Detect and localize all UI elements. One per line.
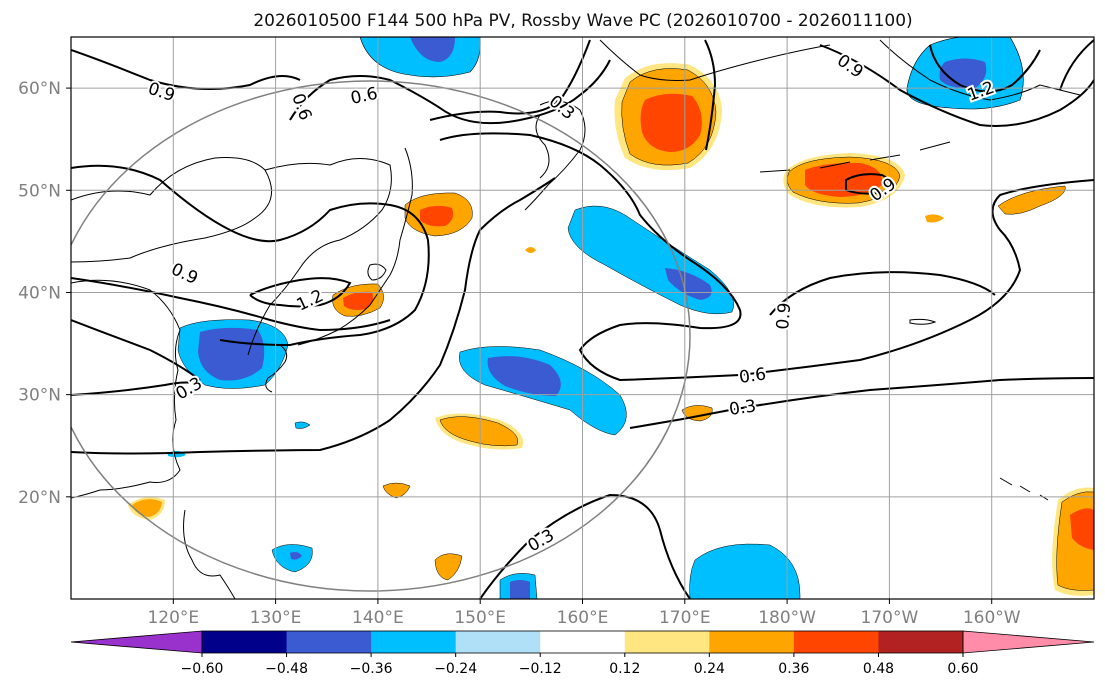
colorbar-segment xyxy=(793,631,879,653)
colorbar-frame xyxy=(201,630,964,654)
colorbar-segment xyxy=(455,631,541,653)
lat-tick-label: 40°N xyxy=(18,283,61,303)
tick-marks xyxy=(66,87,993,604)
contour-0.3-north xyxy=(429,39,591,121)
lat-tick-label: 50°N xyxy=(18,181,61,201)
contour-0.9-west xyxy=(71,277,391,332)
colorbar-label: −0.12 xyxy=(519,661,562,677)
colorbar-label: 0.12 xyxy=(609,661,640,677)
lon-tick-label: 130°E xyxy=(250,608,302,628)
longitude-labels: 120°E 130°E 140°E 150°E 160°E 170°E 180°W 170°W… xyxy=(147,608,1020,628)
lat-tick-label: 60°N xyxy=(18,79,61,99)
gridlines xyxy=(71,37,1094,599)
contour-0.9-ne xyxy=(819,44,1094,127)
lat-tick-label: 20°N xyxy=(18,488,61,508)
rossby-wave-domain-circle xyxy=(71,80,691,592)
contour-0.9-main xyxy=(71,164,430,347)
lat-tick-label: 30°N xyxy=(18,386,61,406)
lon-tick-label: 160°W xyxy=(963,608,1021,628)
colorbar-segment xyxy=(709,631,795,653)
colorbar-segment xyxy=(878,631,964,653)
latitude-labels: 60°N 50°N 40°N 30°N 20°N xyxy=(18,79,61,508)
colorbar-arrow-low xyxy=(70,630,203,654)
map-title: 2026010500 F144 500 hPa PV, Rossby Wave … xyxy=(253,11,912,31)
anomaly-neg-south-east xyxy=(689,543,801,599)
colorbar-segment xyxy=(624,631,710,653)
colorbar-segment xyxy=(371,631,457,653)
colorbar-label: −0.36 xyxy=(350,661,393,677)
lon-tick-label: 170°W xyxy=(861,608,919,628)
contour-label: 0.6 xyxy=(738,364,768,388)
colorbar-label: −0.60 xyxy=(181,661,224,677)
lon-tick-label: 170°E xyxy=(659,608,711,628)
map-area: 0.9 0.6 0.6 0.3 0.9 0.9 1.2 0.9 1.2 0.3 … xyxy=(71,37,1094,599)
colorbar-label: 0.48 xyxy=(863,661,894,677)
contour-label: 0.3 xyxy=(728,396,758,420)
colorbar: −0.60 −0.48 −0.36 −0.24 −0.12 0.12 0.24 0.36 0.4… xyxy=(70,630,1095,677)
lon-tick-label: 150°E xyxy=(454,608,506,628)
colorbar-label: 0.24 xyxy=(694,661,725,677)
colorbar-segment xyxy=(286,631,372,653)
contour-1.2-japan xyxy=(249,277,352,308)
contour-0.3-tropical xyxy=(479,493,691,599)
contour-1.2-ne xyxy=(929,44,1041,93)
contour-east-loop xyxy=(1059,39,1094,91)
contour-0.9-east xyxy=(704,39,717,151)
lon-tick-label: 120°E xyxy=(147,608,199,628)
colorbar-segment xyxy=(202,631,288,653)
contour-0.6-west xyxy=(71,319,201,381)
lon-tick-label: 140°E xyxy=(352,608,404,628)
colorbar-label: −0.48 xyxy=(265,661,308,677)
contour-0.6-north xyxy=(289,59,611,125)
colorbar-label: −0.24 xyxy=(434,661,477,677)
contour-0.3-west xyxy=(71,381,201,396)
colorbar-segment xyxy=(540,631,626,653)
colorbar-label: 0.60 xyxy=(947,661,978,677)
lon-tick-label: 180°W xyxy=(758,608,816,628)
contour-0.6-main xyxy=(439,132,1094,382)
contour-0.3-south xyxy=(629,377,1094,429)
contour-0.9-aleutian xyxy=(845,173,893,195)
colorbar-label: 0.36 xyxy=(778,661,809,677)
contour-0.3-main xyxy=(71,177,556,455)
lon-tick-label: 160°E xyxy=(557,608,609,628)
colorbar-arrow-high xyxy=(962,630,1095,654)
contour-label: 0.9 xyxy=(773,302,795,331)
